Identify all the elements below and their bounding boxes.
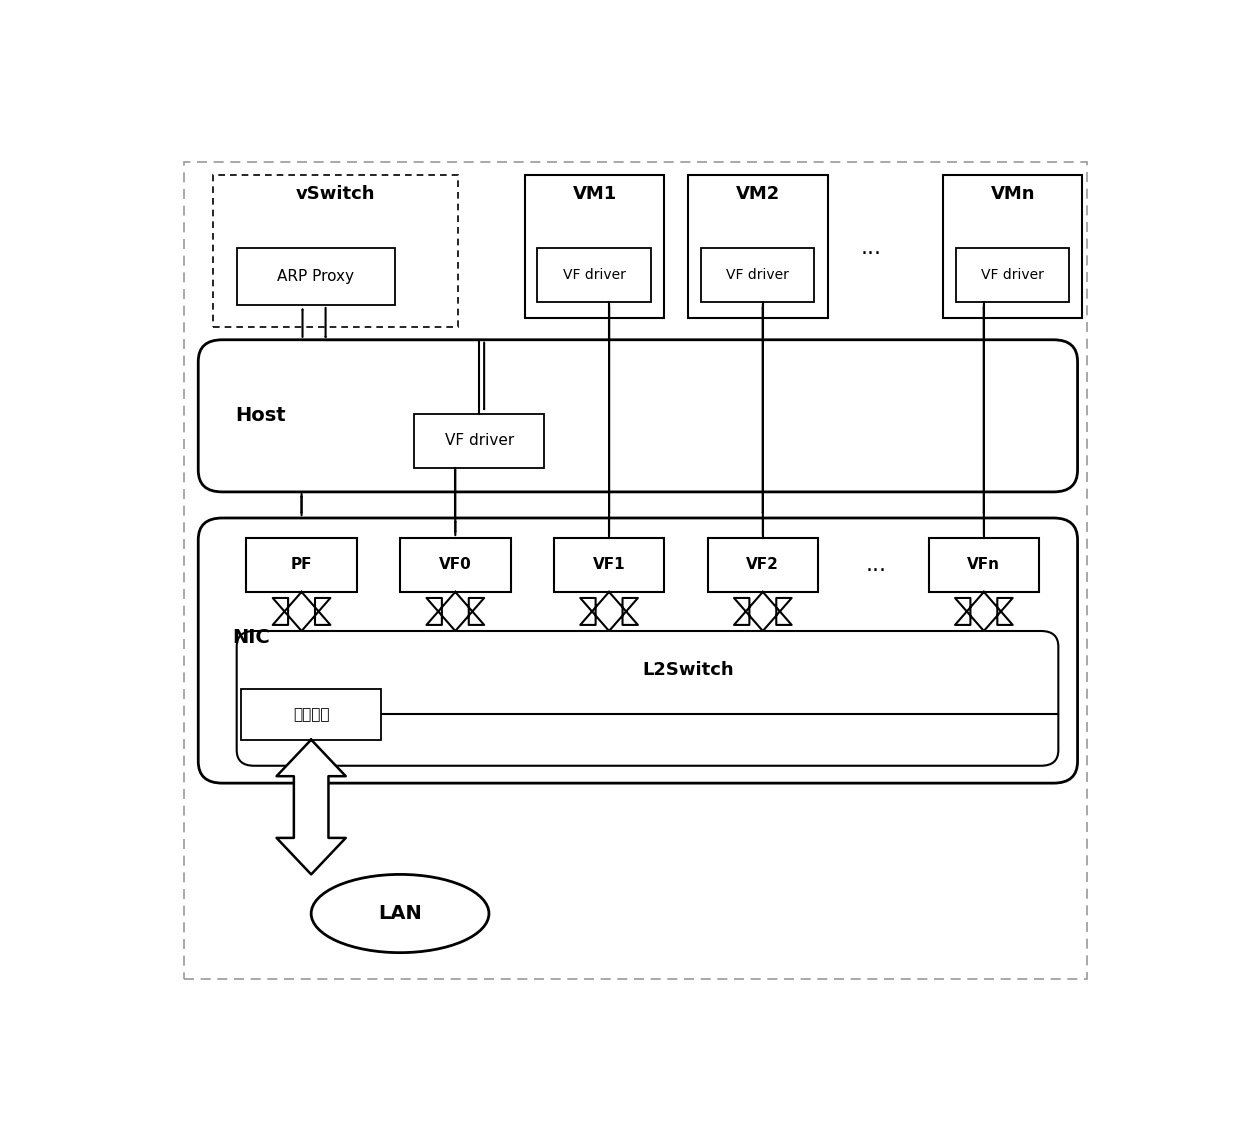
Text: NIC: NIC [232,628,269,647]
Ellipse shape [311,874,489,953]
Text: LAN: LAN [378,904,422,924]
Text: VF0: VF0 [439,558,471,572]
Text: 物理网口: 物理网口 [293,707,330,721]
FancyBboxPatch shape [237,631,1058,765]
Text: VF1: VF1 [593,558,625,572]
Bar [247,539,357,592]
Bar [688,175,828,318]
Bar [525,175,665,318]
FancyBboxPatch shape [198,340,1078,492]
Text: VFn: VFn [967,558,1001,572]
Bar [929,539,1039,592]
Bar [401,539,511,592]
Text: VM2: VM2 [735,185,780,203]
Text: ...: ... [866,555,887,575]
Text: ...: ... [861,238,882,259]
Polygon shape [580,592,637,631]
Text: Host: Host [234,406,285,426]
Bar [242,689,381,739]
Text: VF2: VF2 [746,558,779,572]
Polygon shape [427,592,484,631]
Bar [708,539,818,592]
Bar [956,248,1069,303]
Text: VF driver: VF driver [727,269,789,282]
Text: VF driver: VF driver [445,434,513,448]
Bar [237,248,396,305]
Bar [942,175,1083,318]
Bar [554,539,665,592]
Polygon shape [273,592,330,631]
Text: ARP Proxy: ARP Proxy [278,269,355,285]
Bar [414,413,544,467]
Polygon shape [955,592,1013,631]
Text: VF driver: VF driver [563,269,626,282]
Polygon shape [734,592,791,631]
FancyBboxPatch shape [198,518,1078,784]
Bar [701,248,815,303]
Text: PF: PF [291,558,312,572]
Bar [537,248,651,303]
Text: vSwitch: vSwitch [295,185,374,203]
Text: L2Switch: L2Switch [642,662,734,680]
Polygon shape [277,739,346,874]
Text: VM1: VM1 [573,185,616,203]
Text: VMn: VMn [991,185,1035,203]
Text: VF driver: VF driver [981,269,1044,282]
Bar [213,175,458,326]
